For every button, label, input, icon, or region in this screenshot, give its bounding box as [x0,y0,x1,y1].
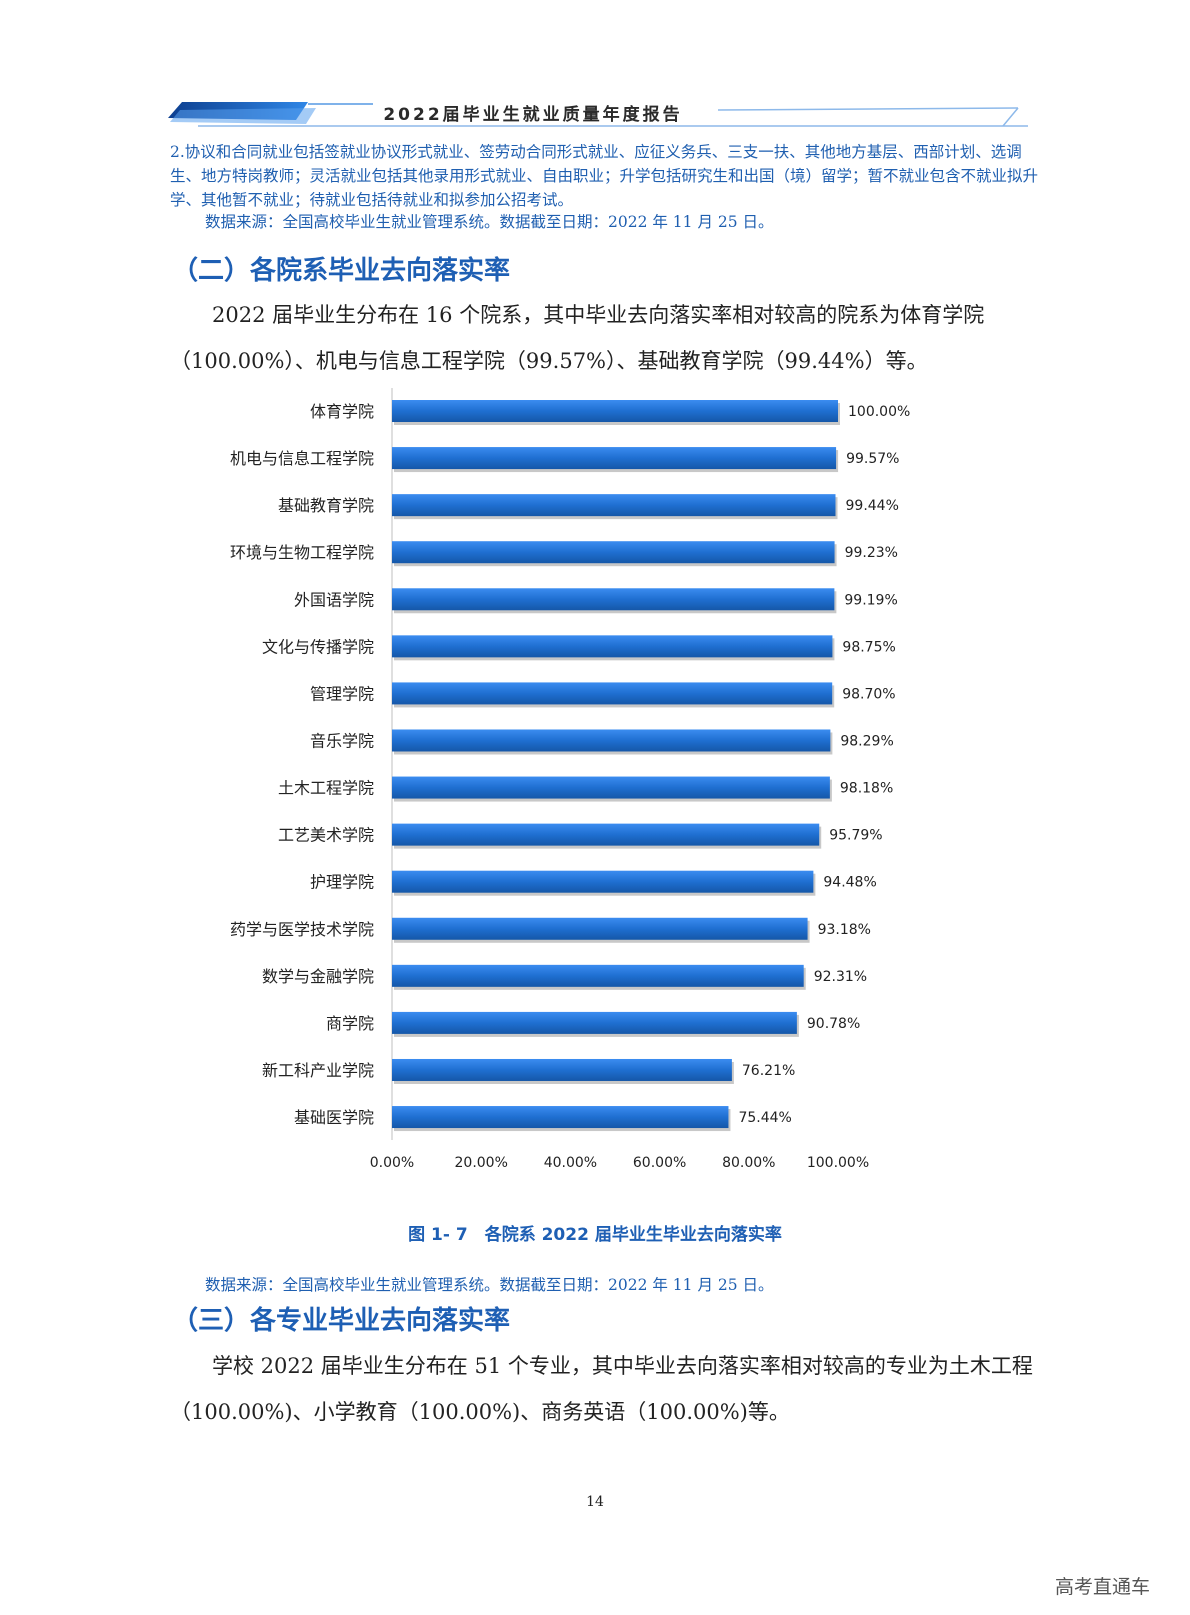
value-label: 98.29% [840,733,893,749]
value-label: 98.75% [842,639,895,655]
bar-shadow [394,450,839,473]
bar-shadow [394,920,810,943]
x-tick-label: 0.00% [370,1155,414,1171]
category-label: 外国语学院 [294,590,374,609]
value-label: 93.18% [818,922,871,938]
bar-shadow [394,685,835,708]
bar-4 [392,588,835,611]
value-label: 75.44% [738,1110,791,1126]
bar-shadow [394,873,816,896]
bar-shadow [394,638,835,661]
value-label: 90.78% [807,1016,860,1032]
bar-shadow [394,403,840,425]
bar-8 [392,776,830,799]
bar-3 [392,541,835,564]
bar-1 [392,447,837,470]
bar-shadow [394,544,837,567]
category-label: 管理学院 [310,684,374,703]
bar-15 [392,1106,729,1129]
bar-14 [392,1058,732,1081]
data-source-note: 数据来源：全国高校毕业生就业管理系统。数据截至日期：2022 年 11 月 25… [205,213,774,231]
bar-0 [392,400,838,422]
category-label: 音乐学院 [310,731,374,750]
category-label: 护理学院 [310,873,374,892]
bar-12 [392,964,804,987]
category-label: 商学院 [326,1014,374,1033]
section-title-departments: （二）各院系毕业去向落实率 [172,256,511,286]
x-tick-label: 60.00% [633,1155,686,1171]
category-label: 基础医学院 [294,1108,374,1127]
bar-shadow [394,591,837,614]
header-title: 2022届毕业生就业质量年度报告 [383,105,683,125]
value-label: 99.44% [846,498,899,514]
value-label: 99.57% [846,451,899,467]
section-paragraph-departments: 2022 届毕业生分布在 16 个院系，其中毕业去向落实率相对较高的院系为体育学… [170,303,985,373]
figure-caption: 图 1- 7 各院系 2022 届毕业生毕业去向落实率 [408,1225,782,1245]
category-label: 体育学院 [310,402,374,421]
bar-5 [392,635,833,658]
bar-2 [392,494,836,517]
category-label: 土木工程学院 [278,779,374,798]
bar-shadow [394,497,838,520]
x-tick-label: 20.00% [455,1155,508,1171]
section-title-majors: （三）各专业毕业去向落实率 [172,1306,511,1336]
watermark: 高考直通车 [1054,1576,1150,1598]
bar-shadow [394,826,822,849]
category-label: 文化与传播学院 [262,637,374,656]
value-label: 94.48% [823,875,876,891]
bar-shadow [394,967,806,990]
value-label: 100.00% [848,404,910,420]
bar-shadow [394,1109,731,1132]
value-label: 76.21% [742,1063,795,1079]
x-tick-label: 80.00% [722,1155,775,1171]
value-label: 98.70% [842,686,895,702]
category-label: 工艺美术学院 [278,826,374,845]
x-tick-label: 100.00% [807,1155,869,1171]
page-number: 14 [586,1494,604,1510]
bar-13 [392,1011,797,1034]
bar-shadow [394,1061,734,1084]
bar-10 [392,870,814,893]
value-label: 95.79% [829,828,882,844]
section-paragraph-majors: 学校 2022 届毕业生分布在 51 个专业，其中毕业去向落实率相对较高的专业为… [170,1354,1033,1424]
bar-shadow [394,779,832,802]
report-header: 2022届毕业生就业质量年度报告 [168,96,1040,132]
bar-shadow [394,1014,799,1037]
category-label: 基础教育学院 [278,496,374,515]
bar-shadow [394,732,833,755]
value-label: 99.19% [844,592,897,608]
category-label: 药学与医学技术学院 [230,920,374,939]
figure-data-source: 数据来源：全国高校毕业生就业管理系统。数据截至日期：2022 年 11 月 25… [205,1276,774,1294]
bar-7 [392,729,831,752]
definition-note: 2.协议和合同就业包括签就业协议形式就业、签劳动合同形式就业、应征义务兵、三支一… [170,143,1039,209]
value-label: 92.31% [814,969,867,985]
bar-6 [392,682,833,705]
bar-9 [392,823,820,846]
bar-11 [392,917,808,940]
category-label: 数学与金融学院 [262,967,374,986]
header-banner-graphic [168,102,1028,127]
category-label: 机电与信息工程学院 [230,449,374,468]
category-label: 环境与生物工程学院 [230,543,374,562]
x-tick-label: 40.00% [544,1155,597,1171]
category-label: 新工科产业学院 [262,1061,374,1080]
value-label: 99.23% [845,545,898,561]
value-label: 98.18% [840,781,893,797]
